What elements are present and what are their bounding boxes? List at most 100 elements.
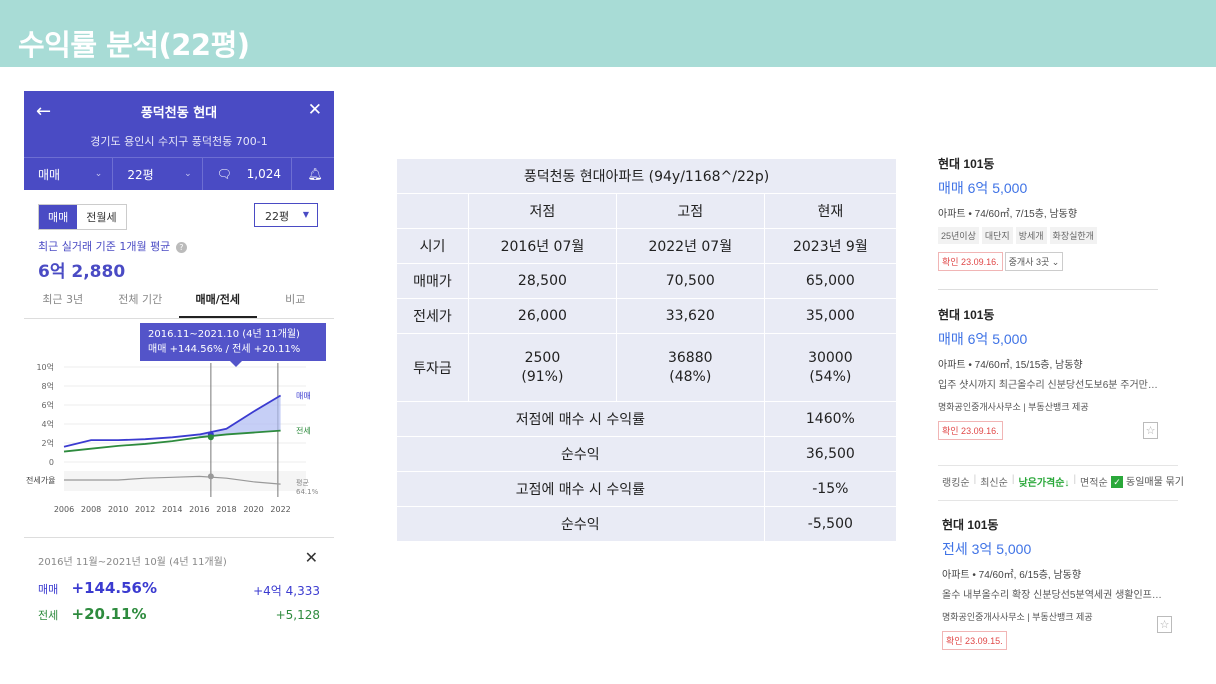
header-current: 현재 xyxy=(763,193,898,229)
x-tick-label: 2012 xyxy=(135,505,155,514)
complex-address: 경기도 용인시 수지구 풍덕천동 700-1 xyxy=(90,135,268,148)
tag: 방세개 xyxy=(1015,227,1047,244)
table-cell: 65,000 xyxy=(763,263,898,299)
table-title: 풍덕천동 현대아파트 (94y/1168^/22p) xyxy=(396,158,897,194)
rent-pct: +20.11% xyxy=(71,605,147,623)
x-tick-label: 2020 xyxy=(243,505,263,514)
chevron-down-icon: ⌄ xyxy=(184,169,192,179)
tab-sale-rent[interactable]: 매매/전세 xyxy=(179,291,257,318)
filter-row: 매매 ⌄ 22평 ⌄ 🗨 1,024 🔔︎ xyxy=(24,157,334,190)
back-icon[interactable]: ← xyxy=(36,101,52,122)
series-label: 매매 xyxy=(296,392,311,401)
confirm-date: 확인 23.09.16. xyxy=(938,421,1003,440)
listing-name: 현대 101동 xyxy=(938,157,995,171)
app-header: ← 풍덕천동 현대 ✕ 경기도 용인시 수지구 풍덕천동 700-1 매매 ⌄ 2… xyxy=(24,91,334,190)
avg-label-text: 최근 실거래 기준 1개월 평균 xyxy=(38,240,171,253)
summary-row: 순수익 36,500 xyxy=(396,436,898,472)
listing-tags: 25년이상 대단지 방세개 화장실한개 xyxy=(938,227,1160,244)
summary-value: 1460% xyxy=(763,401,898,437)
table-header-row: 저점 고점 현재 xyxy=(396,193,898,229)
tab-all-period[interactable]: 전체 기간 xyxy=(118,293,163,306)
tab-compare[interactable]: 비교 xyxy=(285,293,306,306)
tag: 대단지 xyxy=(981,227,1013,244)
table-cell: 28,500 xyxy=(468,263,617,299)
sale-pct: +144.56% xyxy=(71,579,157,597)
x-tick-label: 2022 xyxy=(270,505,290,514)
close-icon[interactable]: ✕ xyxy=(307,100,322,120)
complex-name: 풍덕천동 현대 xyxy=(140,106,218,121)
header-low: 저점 xyxy=(468,193,617,229)
table-cell: 2023년 9월 xyxy=(763,228,898,264)
summary-row: 순수익 -5,500 xyxy=(396,506,898,542)
sort-latest[interactable]: 최신순 xyxy=(980,478,1008,489)
chevron-down-icon: ⌄ xyxy=(94,169,103,179)
avg-label: 평균 xyxy=(296,478,309,487)
price-chart[interactable]: 10억 8억 6억 4억 2억 0 전세가율 2006 2008 2010 2012 2014 2016… xyxy=(24,331,334,531)
tooltip-range: 2016.11~2021.10 (4년 11개월) xyxy=(148,329,300,340)
avg-label: 최근 실거래 기준 1개월 평균 ? xyxy=(38,238,187,254)
listing-card[interactable]: 현대 101동 매매 6억 5,000 아파트 • 74/60㎡, 7/15층,… xyxy=(938,155,1160,271)
selection-point xyxy=(207,434,214,441)
star-icon[interactable]: ☆ xyxy=(1143,422,1158,439)
listing-price[interactable]: 매매 6억 5,000 xyxy=(938,180,1028,196)
divider xyxy=(938,500,1178,501)
dealers-dropdown[interactable]: 중개사 3곳 ⌄ xyxy=(1004,252,1064,271)
x-tick-label: 2010 xyxy=(108,505,128,514)
listing-info: 아파트 • 74/60㎡, 7/15층, 남동향 xyxy=(938,209,1078,220)
table-cell: 36880 (48%) xyxy=(615,333,765,402)
table-row: 투자금 2500 (91%) 36880 (48%) 30000 (54%) xyxy=(396,333,898,402)
series-line-2 xyxy=(64,475,281,485)
close-icon[interactable]: ✕ xyxy=(304,548,318,567)
table-cell: 30000 (54%) xyxy=(763,333,898,402)
app-panel: ← 풍덕천동 현대 ✕ 경기도 용인시 수지구 풍덕천동 700-1 매매 ⌄ 2… xyxy=(24,91,334,636)
bell-icon[interactable]: 🔔︎ xyxy=(307,167,323,181)
listing-price[interactable]: 전세 3억 5,000 xyxy=(942,541,1032,557)
tab-recent-3y[interactable]: 최근 3년 xyxy=(42,293,84,306)
chart-tooltip: 2016.11~2021.10 (4년 11개월) 매매 +144.56% / … xyxy=(140,323,326,367)
ratio-band xyxy=(64,471,306,491)
y-tick-label: 0 xyxy=(49,458,54,467)
header-high: 고점 xyxy=(615,193,765,229)
table-cell: 33,620 xyxy=(615,298,765,334)
summary-value: -5,500 xyxy=(763,506,898,542)
summary-row: 저점에 매수 시 수익률 1460% xyxy=(396,401,898,437)
y-tick-label: 8억 xyxy=(42,381,54,391)
size-select-value: 22평 xyxy=(265,210,290,223)
star-icon[interactable]: ☆ xyxy=(1157,616,1172,633)
comments-button[interactable]: 🗨 1,024 xyxy=(203,158,292,190)
summary-label: 고점에 매수 시 수익률 xyxy=(396,471,765,507)
x-tick-label: 2008 xyxy=(81,505,101,514)
row-label: 시기 xyxy=(396,228,469,264)
listing-agency: 명화공인중개사사무소 | 부동산뱅크 제공 xyxy=(942,612,1093,622)
group-listings-checkbox[interactable]: ✓ 동일매물 묶기 xyxy=(1111,473,1184,488)
trade-type-dropdown[interactable]: 매매 ⌄ xyxy=(24,158,114,190)
comment-icon: 🗨 xyxy=(216,167,232,181)
series-line-0 xyxy=(63,394,282,448)
sort-ranking[interactable]: 랭킹순 xyxy=(942,478,970,489)
sort-area[interactable]: 면적순 xyxy=(1080,478,1108,489)
x-tick-label: 2016 xyxy=(189,505,209,514)
sale-label: 매매 xyxy=(38,583,59,596)
selection-fill xyxy=(199,395,281,438)
listing-card[interactable]: 현대 101동 매매 6억 5,000 아파트 • 74/60㎡, 15/15층… xyxy=(938,306,1160,440)
table-cell: 26,000 xyxy=(468,298,617,334)
sort-separator: | xyxy=(1011,474,1015,485)
seg-rent[interactable]: 전월세 xyxy=(86,211,117,224)
table-row: 매매가 28,500 70,500 65,000 xyxy=(396,263,898,299)
analysis-table: 풍덕천동 현대아파트 (94y/1168^/22p) 저점 고점 현재 시기 2… xyxy=(396,158,898,542)
listing-info: 아파트 • 74/60㎡, 6/15층, 남동향 xyxy=(942,570,1082,581)
summary-label: 저점에 매수 시 수익률 xyxy=(396,401,765,437)
help-icon[interactable]: ? xyxy=(175,242,187,253)
size-dropdown[interactable]: 22평 ⌄ xyxy=(113,158,203,190)
comment-count: 1,024 xyxy=(246,167,281,181)
sort-low-price[interactable]: 낮은가격순↓ xyxy=(1018,478,1070,489)
listing-price[interactable]: 매매 6억 5,000 xyxy=(938,331,1028,347)
seg-sale[interactable]: 매매 xyxy=(39,205,78,229)
trade-type-label: 매매 xyxy=(38,167,61,182)
checkbox-label: 동일매물 묶기 xyxy=(1126,477,1184,488)
table-title-row: 풍덕천동 현대아파트 (94y/1168^/22p) xyxy=(396,158,897,194)
listing-card[interactable]: 현대 101동 전세 3억 5,000 아파트 • 74/60㎡, 6/15층,… xyxy=(942,516,1164,650)
summary-period: 2016년 11월~2021년 10월 (4년 11개월) xyxy=(38,557,227,568)
size-select[interactable]: 22평 ▼ xyxy=(254,203,318,227)
rent-change-row: 전세 +20.11% +5,128 xyxy=(38,605,320,623)
